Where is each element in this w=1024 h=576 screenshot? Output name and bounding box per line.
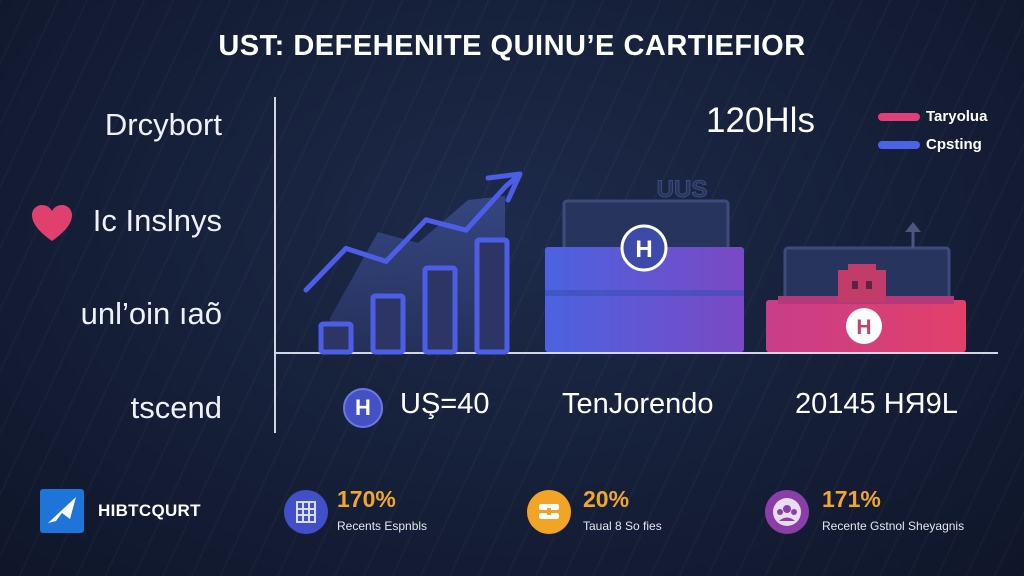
blue-platform-caption: UUS xyxy=(657,176,708,203)
stack-icon xyxy=(527,490,571,534)
group-icon xyxy=(765,490,809,534)
grid-icon xyxy=(284,490,328,534)
x-axis-line xyxy=(276,352,998,354)
pink-platform-h-badge xyxy=(846,308,882,344)
legend-label: Cpsting xyxy=(926,136,982,153)
chart-title: UST: DEFEHENITE QUINU’E CARTIEFIOR xyxy=(218,30,806,62)
growth-bar xyxy=(474,237,510,355)
legend-label: Taryolua xyxy=(926,108,988,125)
pink-platform-h-letter: H xyxy=(856,316,871,339)
legend-swatch-pink xyxy=(878,112,920,121)
pink-platform-building xyxy=(838,270,886,302)
pink-platform-window xyxy=(852,281,858,289)
column-label-pink: 20145 ΗЯ9L xyxy=(795,388,958,420)
pink-platform-beacon xyxy=(905,222,921,232)
column-label-blue: TenJorendo xyxy=(562,388,714,420)
h-logo-icon: H xyxy=(343,388,383,428)
legend-swatch-blue xyxy=(878,140,920,149)
stat-caption-2: Taual 8 So fies xyxy=(583,519,662,533)
legend-item-taryolua: Taryolua xyxy=(878,108,987,125)
growth-bar xyxy=(370,293,406,355)
stat-value-3: 171% xyxy=(822,486,881,512)
stat-value-1: 170% xyxy=(337,486,396,512)
pink-platform-window xyxy=(866,281,872,289)
heart-icon xyxy=(32,205,72,241)
blue-platform-ledge xyxy=(545,290,744,296)
trend-arrow-head xyxy=(485,171,523,203)
y-axis-line xyxy=(274,97,276,433)
column-label-growth: UŞ=40 xyxy=(400,388,490,420)
brand-logo-icon xyxy=(40,489,84,533)
pink-platform-roof xyxy=(848,264,876,272)
blue-platform-bar xyxy=(545,247,744,352)
legend-item-cpsting: Cpsting xyxy=(878,136,982,153)
stat-value-2: 20% xyxy=(583,486,630,512)
growth-trend-line xyxy=(303,173,521,293)
headline-value: 120Hls xyxy=(706,101,815,140)
stat-caption-3: Recente Gstnol Sheyagnis xyxy=(822,519,965,533)
row-label-1: Drcybort xyxy=(104,107,222,142)
stat-caption-1: Recents Espnbls xyxy=(337,519,428,533)
row-label-3: unl’oin ıaõ xyxy=(80,296,222,331)
blue-platform-h-letter: H xyxy=(635,236,652,263)
growth-bar xyxy=(318,321,354,355)
blue-platform-h-badge xyxy=(620,224,668,272)
growth-bar xyxy=(422,265,458,355)
row-label-4: tscend xyxy=(130,390,222,425)
row-label-2: Ic Inslnys xyxy=(92,203,222,238)
brand-name: HIBTCQURT xyxy=(98,501,201,520)
